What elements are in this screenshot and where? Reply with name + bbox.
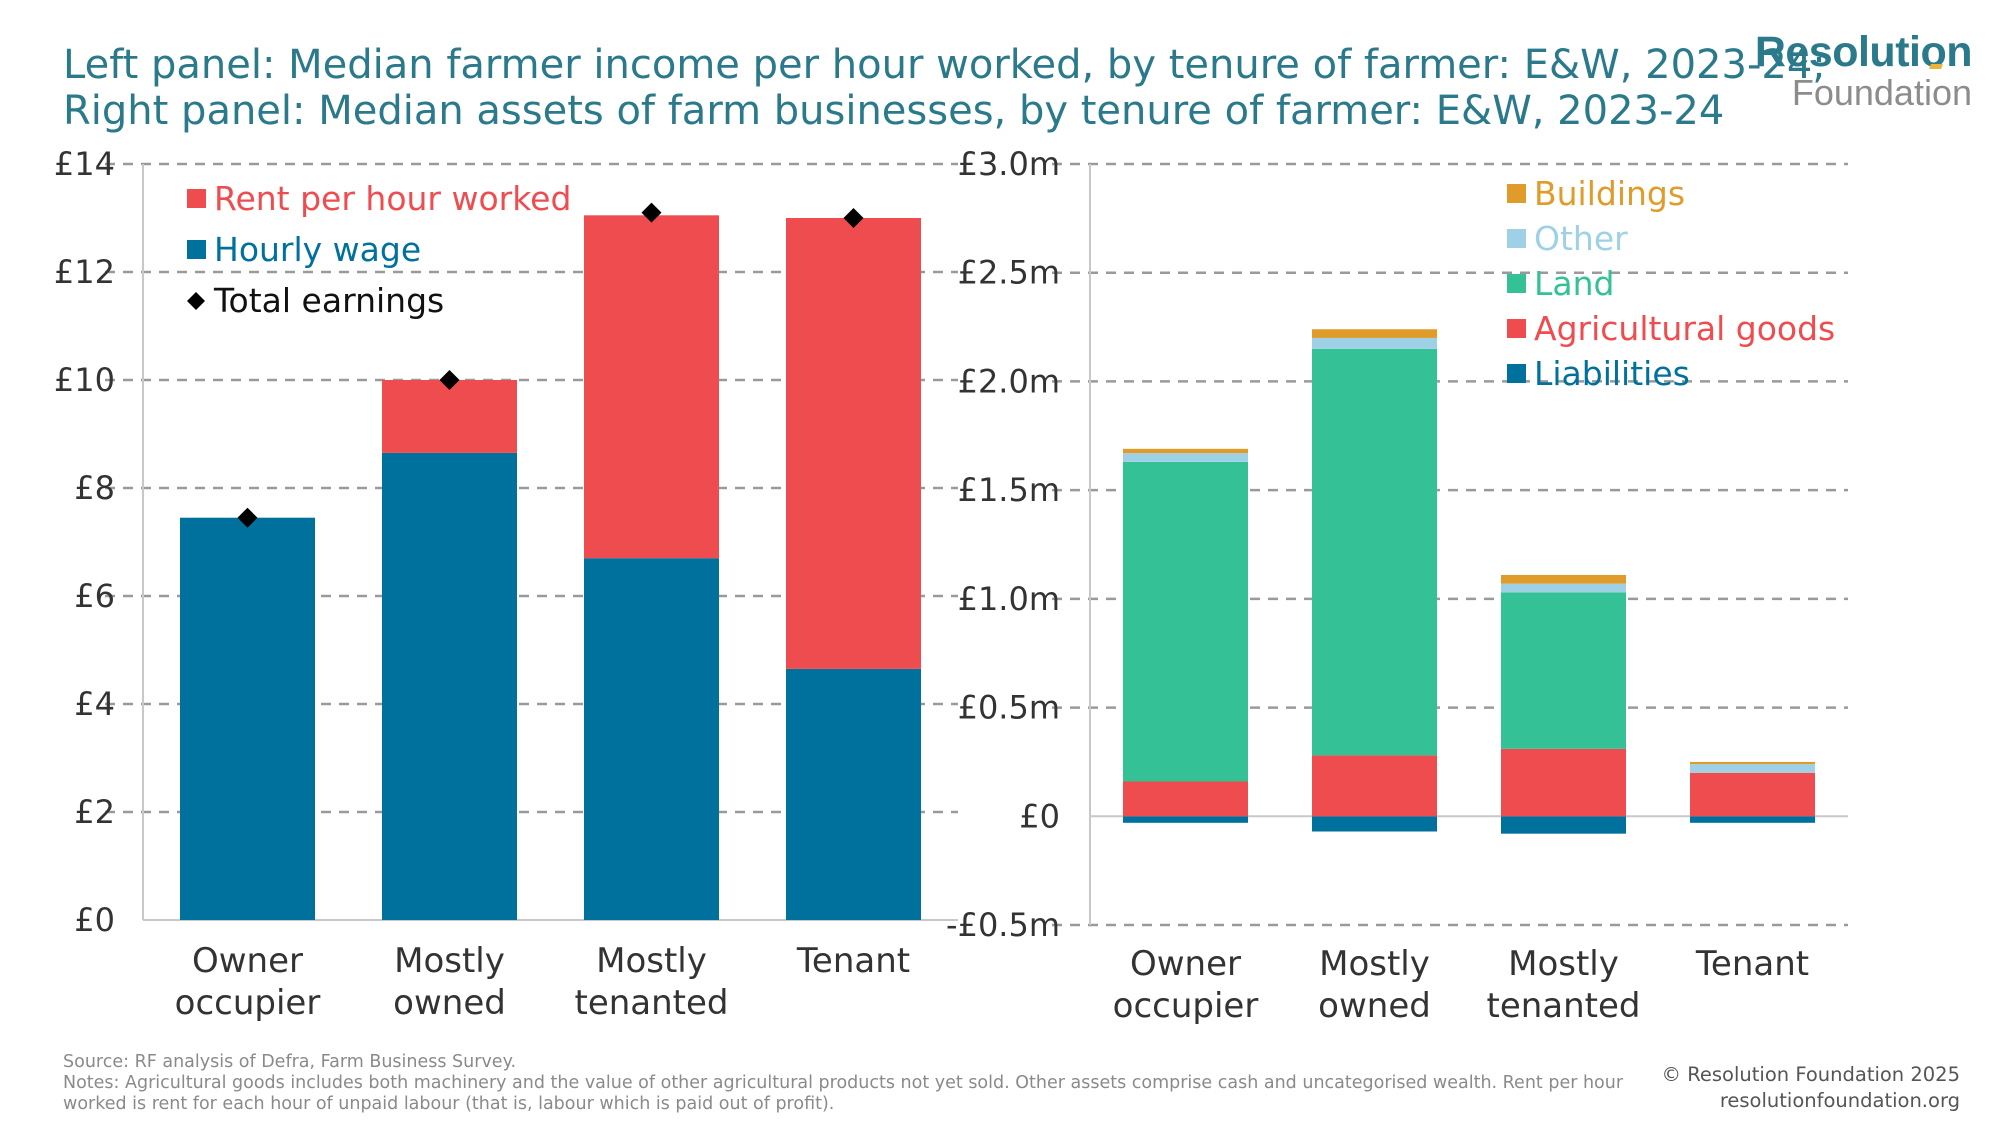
- right-legend-label-land: Land: [1534, 264, 1614, 303]
- chart-title-line-2: Right panel: Median assets of farm busin…: [63, 88, 1725, 134]
- left-bar-hourly-wage-3: [786, 668, 921, 920]
- resolution-foundation-logo: Resolution Foundation: [1755, 30, 1973, 113]
- right-legend-label-liabilities: Liabilities: [1534, 354, 1690, 393]
- right-legend-label-buildings: Buildings: [1534, 174, 1685, 213]
- left-category-label: Mostly: [596, 941, 707, 981]
- left-legend-swatch-total-earnings: [187, 292, 205, 310]
- copyright-block: © Resolution Foundation 2025 resolutionf…: [1662, 1062, 1960, 1114]
- left-y-tick-label: £0: [74, 901, 115, 939]
- left-total-earnings-marker-0: [237, 507, 258, 528]
- right-bar-agricultural-goods-2: [1501, 748, 1626, 817]
- right-bar-liabilities-1: [1312, 816, 1437, 832]
- right-bar-other-0: [1123, 453, 1248, 462]
- left-total-earnings-marker-3: [843, 208, 864, 228]
- right-category-label: Tenant: [1695, 944, 1809, 984]
- right-y-tick-label: £2.5m: [958, 254, 1060, 292]
- left-legend-swatch-hourly-wage: [187, 240, 206, 259]
- left-bar-rent-per-hour-worked-2: [584, 215, 719, 559]
- right-y-tick-label: £2.0m: [958, 362, 1060, 400]
- right-bar-liabilities-2: [1501, 816, 1626, 834]
- left-category-label: occupier: [175, 983, 321, 1023]
- right-legend-label-agricultural-goods: Agricultural goods: [1534, 309, 1835, 348]
- left-y-tick-label: £12: [54, 253, 115, 291]
- right-bar-other-3: [1690, 764, 1815, 773]
- left-category-label: Mostly: [394, 941, 505, 981]
- right-legend-label-other: Other: [1534, 219, 1628, 258]
- right-y-tick-label: £3.0m: [958, 145, 1060, 183]
- left-legend-swatch-rent-per-hour-worked: [187, 189, 206, 208]
- right-legend-swatch-agricultural-goods: [1507, 319, 1526, 338]
- left-total-earnings-marker-2: [641, 202, 662, 223]
- left-category-label: tenanted: [574, 983, 728, 1023]
- left-category-label: owned: [393, 983, 506, 1023]
- right-bar-buildings-3: [1690, 761, 1815, 765]
- right-y-tick-label: £1.5m: [958, 471, 1060, 509]
- right-bar-liabilities-3: [1690, 816, 1815, 823]
- left-panel-chart: £0£2£4£6£8£10£12£14OwneroccupierMostlyow…: [54, 145, 958, 1023]
- left-bar-hourly-wage-2: [584, 558, 719, 920]
- chart-footer: Source: RF analysis of Defra, Farm Busin…: [63, 1052, 1653, 1115]
- left-bar-hourly-wage-1: [382, 452, 517, 920]
- left-category-label: Owner: [192, 941, 303, 981]
- left-legend-label-hourly-wage: Hourly wage: [214, 230, 421, 269]
- right-category-label: Mostly: [1319, 944, 1430, 984]
- right-category-label: Mostly: [1508, 944, 1619, 984]
- left-bar-hourly-wage-0: [180, 517, 315, 920]
- left-total-earnings-marker-1: [439, 370, 460, 390]
- left-y-tick-label: £6: [74, 577, 115, 615]
- left-category-label: Tenant: [796, 941, 910, 981]
- left-y-tick-label: £2: [74, 793, 115, 831]
- right-panel-chart: -£0.5m £0 £0.5m £1.0m £1.5m £2.0m £2.5m £3.0m Ow…: [946, 145, 1848, 1026]
- notes-text: Notes: Agricultural goods includes both …: [63, 1073, 1624, 1114]
- right-bar-buildings-0: [1123, 448, 1248, 454]
- left-bar-rent-per-hour-worked-3: [786, 218, 921, 669]
- website-link[interactable]: resolutionfoundation.org: [1719, 1089, 1960, 1112]
- right-bar-buildings-2: [1501, 574, 1626, 584]
- right-bar-other-2: [1501, 583, 1626, 593]
- right-legend-swatch-liabilities: [1507, 364, 1526, 383]
- right-category-label: tenanted: [1486, 986, 1640, 1026]
- right-category-label: Owner: [1130, 944, 1241, 984]
- right-bar-other-1: [1312, 337, 1437, 349]
- left-legend-label-rent-per-hour-worked: Rent per hour worked: [214, 179, 571, 218]
- right-category-label: occupier: [1113, 986, 1259, 1026]
- logo-word-foundation: Foundation: [1791, 72, 1972, 113]
- left-legend-label-total-earnings: Total earnings: [213, 281, 444, 320]
- source-note: Source: RF analysis of Defra, Farm Busin…: [63, 1052, 517, 1072]
- right-legend-swatch-land: [1507, 274, 1526, 293]
- right-bar-land-0: [1123, 461, 1248, 782]
- right-bar-agricultural-goods-0: [1123, 781, 1248, 817]
- right-legend-swatch-other: [1507, 229, 1526, 248]
- right-bar-land-1: [1312, 348, 1437, 756]
- right-y-tick-label: -£0.5m: [946, 906, 1060, 944]
- right-category-label: owned: [1318, 986, 1431, 1026]
- right-bar-land-2: [1501, 592, 1626, 749]
- right-legend-swatch-buildings: [1507, 184, 1526, 203]
- right-y-tick-label: £1.0m: [958, 580, 1060, 618]
- chart-title: Left panel: Median farmer income per hou…: [63, 42, 1826, 134]
- right-bar-agricultural-goods-3: [1690, 772, 1815, 817]
- left-y-tick-label: £14: [54, 145, 115, 183]
- left-y-tick-label: £8: [74, 469, 115, 507]
- right-y-tick-label: £0.5m: [958, 689, 1060, 727]
- right-bar-liabilities-0: [1123, 816, 1248, 823]
- left-y-tick-label: £4: [74, 685, 115, 723]
- right-bar-buildings-1: [1312, 329, 1437, 338]
- left-y-tick-label: £10: [54, 361, 115, 399]
- copyright-text: © Resolution Foundation 2025: [1661, 1063, 1960, 1086]
- right-bar-agricultural-goods-1: [1312, 755, 1437, 817]
- left-bar-rent-per-hour-worked-1: [382, 380, 517, 453]
- right-y-tick-label: £0: [1019, 797, 1060, 835]
- chart-title-line-1: Left panel: Median farmer income per hou…: [63, 42, 1826, 88]
